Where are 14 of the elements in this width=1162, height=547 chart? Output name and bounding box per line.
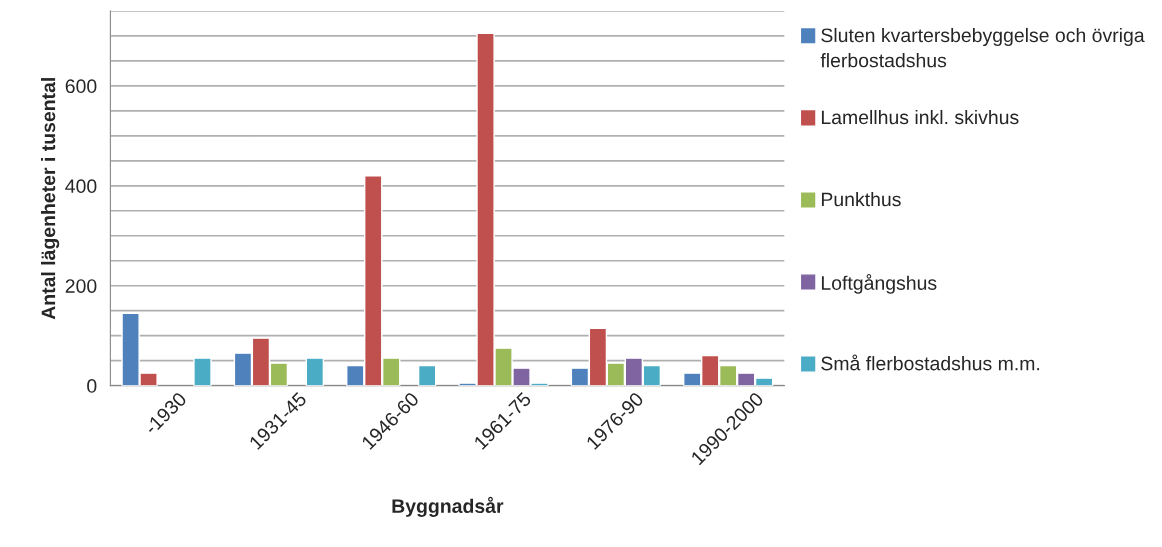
bar [305, 357, 325, 386]
legend-label: Punkthus [821, 192, 901, 207]
legend-label: Loftgångshus [821, 274, 937, 294]
y-tick-label: 0 [87, 379, 97, 393]
y-axis-title: Antal lägenheter i tusental [40, 78, 60, 320]
y-tick-label: 600 [65, 79, 97, 94]
y-tick-label: 400 [65, 179, 97, 194]
legend-label: Sluten kvartersbebyggelse och övriga flerbostadshus [820, 27, 1145, 68]
legend-label: Små flerbostadshus m.m. [821, 354, 1040, 371]
bar [193, 357, 212, 386]
x-axis-title: Byggnadsår [392, 496, 504, 517]
y-tick-label: 200 [65, 279, 97, 293]
legend-label: Lamellhus inkl. skivhus [821, 109, 1019, 125]
bar [417, 364, 437, 386]
